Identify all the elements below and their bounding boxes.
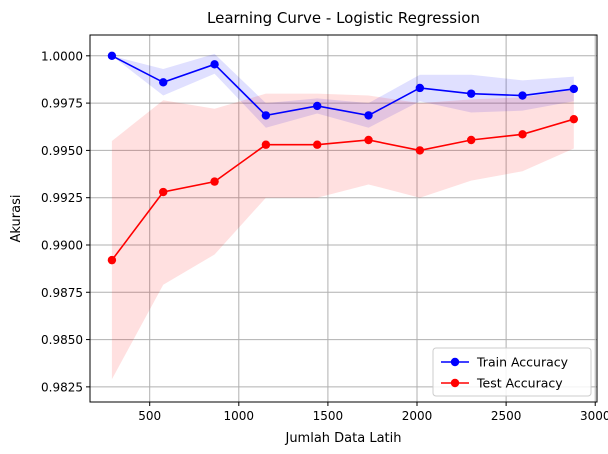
x-tick-label: 2500 — [491, 409, 522, 423]
legend-box — [432, 347, 592, 397]
x-axis-ticks: 500 1000 1500 2000 2500 3000 — [138, 402, 608, 423]
train-accuracy-point — [107, 51, 117, 61]
test-accuracy-point — [569, 114, 579, 124]
plot-frame — [89, 34, 598, 403]
train-accuracy-point — [159, 78, 168, 87]
test-accuracy-point — [364, 135, 373, 145]
test-accuracy-point — [313, 140, 322, 149]
train-accuracy-point — [466, 89, 476, 98]
y-tick-label: 0.9925 — [41, 191, 83, 205]
chart-title: Learning Curve - Logistic Regression — [207, 9, 480, 27]
y-tick-label: 0.9975 — [41, 97, 83, 111]
test-accuracy-point — [518, 130, 527, 139]
test-accuracy-line — [111, 118, 575, 261]
train-accuracy-point — [313, 101, 322, 111]
train-accuracy-point — [364, 111, 373, 120]
x-axis-label: Jumlah Data Latih — [284, 431, 401, 446]
x-tick-label: 500 — [138, 409, 161, 423]
test-accuracy-band — [111, 89, 574, 380]
test-accuracy-point — [210, 177, 219, 186]
x-tick-label: 1000 — [224, 409, 255, 423]
train-accuracy-point — [569, 84, 579, 94]
y-tick-label: 0.9950 — [41, 144, 83, 158]
y-tick-label: 0.9875 — [41, 286, 83, 300]
test-accuracy-point — [107, 255, 117, 265]
y-tick-label: 1.0000 — [41, 49, 83, 63]
test-accuracy-point — [159, 187, 168, 197]
x-tick-label: 1500 — [313, 409, 344, 423]
gridlines — [90, 35, 597, 402]
legend-test-accuracy-label: Test Accuracy — [476, 376, 563, 391]
legend-train-accuracy-label: Train Accuracy — [476, 355, 569, 370]
series-points — [107, 51, 579, 265]
y-tick-label: 0.9825 — [41, 380, 83, 394]
train-accuracy-point — [518, 91, 527, 100]
legend-train-accuracy-marker — [450, 357, 460, 367]
series-lines — [111, 55, 575, 261]
confidence-bands — [111, 53, 574, 380]
train-accuracy-point — [261, 111, 271, 120]
y-axis-ticks: 0.9825 0.9850 0.9875 0.9900 0.9925 0.9950 0.99… — [41, 49, 90, 394]
train-accuracy-point — [210, 60, 219, 69]
test-accuracy-point — [261, 140, 271, 149]
legend-test-accuracy-marker — [450, 378, 460, 388]
legend: Train Accuracy Test Accuracy — [432, 347, 592, 397]
train-accuracy-line — [111, 55, 574, 117]
x-tick-label: 2000 — [402, 409, 433, 423]
y-axis-label: Akurasi — [9, 195, 24, 243]
test-accuracy-point — [466, 135, 476, 145]
x-tick-label: 3000 — [580, 409, 608, 423]
test-accuracy-point — [415, 146, 425, 155]
train-accuracy-band — [111, 53, 574, 128]
y-tick-label: 0.9900 — [41, 238, 83, 252]
train-accuracy-point — [415, 83, 425, 93]
y-tick-label: 0.9850 — [41, 333, 83, 347]
